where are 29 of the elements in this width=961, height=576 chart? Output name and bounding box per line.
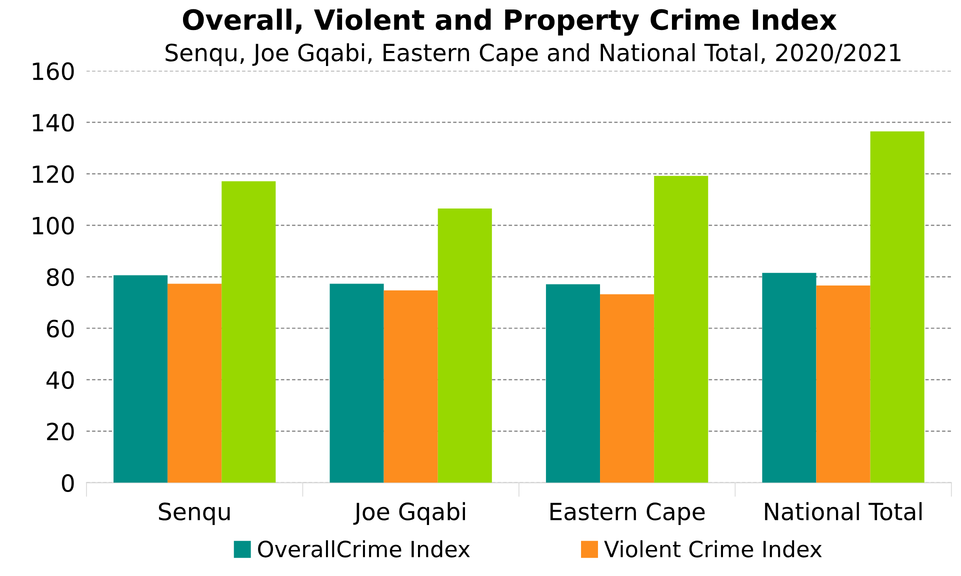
y-tick-label: 0 <box>62 474 74 492</box>
y-tick-label: 60 <box>46 320 74 338</box>
y-tick-label: 20 <box>47 422 74 441</box>
bar <box>438 208 492 483</box>
y-tick-label: 140 <box>32 114 74 132</box>
bar <box>222 181 276 483</box>
x-tick-label: Joe Gqabi <box>353 502 465 525</box>
y-tick-label: 160 <box>32 62 74 80</box>
bar <box>546 284 600 483</box>
y-tick-label: 40 <box>46 371 74 390</box>
bar <box>816 286 870 483</box>
bar <box>330 284 384 483</box>
bar <box>384 290 438 483</box>
y-tick-label: 100 <box>32 216 74 235</box>
y-tick-label: 120 <box>32 165 74 184</box>
bar <box>168 284 222 483</box>
legend-label: OverallCrime Index <box>258 540 470 558</box>
x-tick-label: National Total <box>765 502 922 520</box>
y-tick-label: 80 <box>46 268 74 286</box>
bar <box>762 272 816 483</box>
x-tick-label: Senqu <box>158 502 230 525</box>
chart-title: Overall, Violent and Property Crime Index <box>182 8 837 36</box>
bar <box>870 131 924 483</box>
x-tick-label: Eastern Cape <box>550 502 705 525</box>
bar <box>600 294 654 483</box>
chart-subtitle: Senqu, Joe Gqabi, Eastern Cape and National Total, 2020/2021 <box>166 43 900 66</box>
bar <box>654 176 708 483</box>
legend-label: Violent Crime Index <box>604 540 822 558</box>
bar <box>114 275 168 483</box>
